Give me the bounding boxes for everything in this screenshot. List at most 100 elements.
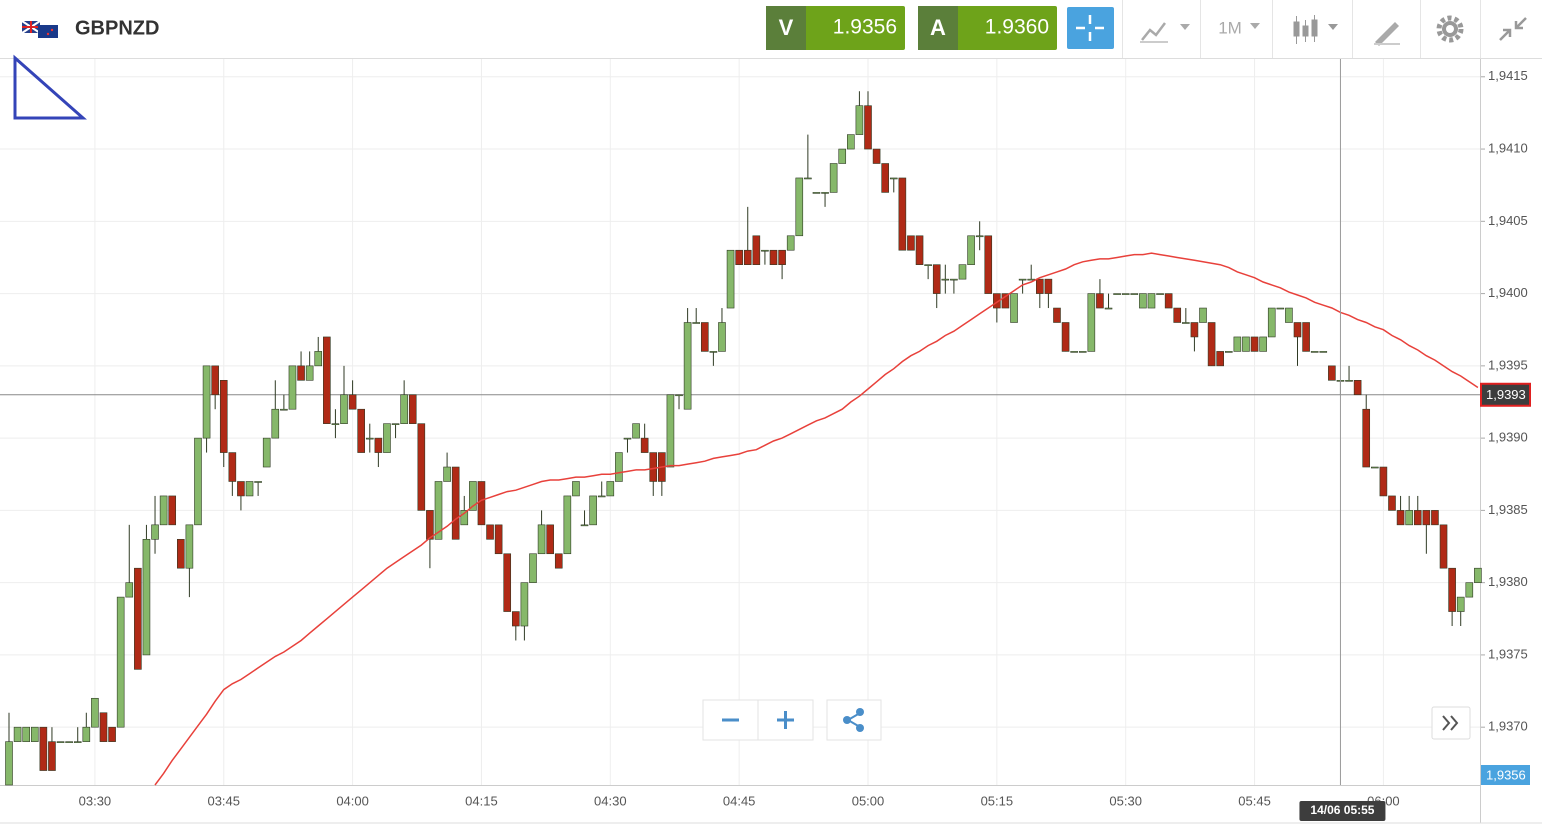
candle-body <box>443 466 451 482</box>
candle-body <box>666 394 675 468</box>
zoom-out-button[interactable] <box>702 699 759 741</box>
candle-body <box>683 322 692 410</box>
candle-body <box>563 495 572 555</box>
y-tick-label: 1,9380 <box>1488 574 1528 589</box>
candle-body <box>159 495 168 526</box>
buy-price: 1.9360 <box>985 16 1049 39</box>
last-price-label-bg <box>1481 765 1530 785</box>
candle-body <box>1328 365 1336 381</box>
timeframe-button[interactable]: 1M <box>1218 18 1260 37</box>
sell-price: 1.9356 <box>833 16 897 39</box>
sell-button[interactable]: V 1.9356 <box>766 6 905 50</box>
candle-body <box>958 264 967 280</box>
zoom-in-button[interactable] <box>757 699 814 741</box>
candle-body <box>520 582 529 627</box>
drawn-triangle[interactable] <box>13 54 87 120</box>
candle-body <box>1018 278 1027 281</box>
candle-body <box>1388 495 1396 511</box>
candle-body <box>383 423 391 453</box>
candle-body <box>700 322 709 352</box>
candle-body <box>280 408 288 411</box>
y-tick-label: 1,9405 <box>1488 213 1528 228</box>
candle-body <box>314 351 323 367</box>
candle-body <box>134 567 142 670</box>
candle-body <box>950 278 958 281</box>
candle-body <box>872 148 881 164</box>
x-tick-label: 04:00 <box>336 793 369 808</box>
candle-body <box>1121 293 1130 295</box>
candle-body <box>1242 336 1250 352</box>
candle-body <box>812 192 821 194</box>
draw-tool-button[interactable] <box>1374 22 1400 46</box>
candle-body <box>254 481 262 483</box>
settings-button[interactable] <box>1436 15 1464 43</box>
candle-body <box>855 105 864 135</box>
candle-body <box>1087 293 1096 352</box>
candle-body <box>1104 307 1113 310</box>
candle-body <box>65 741 73 743</box>
flag-icon <box>21 20 58 38</box>
candle-body <box>357 408 365 453</box>
candle-body <box>1096 293 1104 309</box>
candles-button[interactable] <box>1293 15 1338 44</box>
y-tick-label: 1,9385 <box>1488 502 1528 517</box>
candle-body <box>1405 510 1413 526</box>
candle-body <box>73 741 82 743</box>
moving-average-line <box>154 252 1479 786</box>
share-button[interactable] <box>826 699 882 741</box>
candle-body <box>262 437 271 468</box>
candle-body <box>786 235 795 251</box>
x-tick-label: 03:45 <box>207 793 240 808</box>
candle-body <box>297 365 305 381</box>
candle-body <box>323 336 331 424</box>
candle-body <box>1036 278 1044 294</box>
candle-body <box>649 452 658 482</box>
buy-button[interactable]: A 1.9360 <box>918 6 1057 50</box>
candle-body <box>185 524 194 569</box>
price-line-label-bg <box>1480 382 1531 407</box>
candle-body <box>348 394 357 410</box>
y-tick-label: 1,9375 <box>1488 646 1528 661</box>
candle-body <box>1371 466 1379 469</box>
candle-body <box>1439 524 1448 569</box>
candle-body <box>1113 293 1121 295</box>
candle-body <box>1474 567 1482 583</box>
candle-body <box>219 380 228 453</box>
candle-body <box>1182 322 1190 324</box>
candle-body <box>709 351 718 353</box>
candle-body <box>1078 351 1087 353</box>
candle-body <box>589 495 597 526</box>
candle-body <box>1001 293 1010 309</box>
candle-body <box>288 365 297 410</box>
candle-body <box>718 322 726 352</box>
chart-type-button[interactable] <box>1140 22 1190 43</box>
candle-body <box>632 423 640 439</box>
candle-body <box>116 596 125 728</box>
candle-body <box>400 394 408 424</box>
candle-body <box>426 510 434 540</box>
scroll-right-button[interactable] <box>1431 706 1471 740</box>
symbol: GBPNZD <box>75 17 159 39</box>
candle-body <box>168 495 177 526</box>
y-tick-label: 1,9400 <box>1488 285 1528 300</box>
candle-body <box>374 437 383 453</box>
last-price-label: 1,9356 <box>1486 767 1526 782</box>
candle-body <box>1173 307 1182 323</box>
candle-body <box>1396 510 1405 526</box>
candle-body <box>486 524 494 540</box>
candle-body <box>1199 307 1207 323</box>
candle-body <box>494 524 503 555</box>
candle-body <box>821 192 829 194</box>
collapse-button[interactable] <box>1499 17 1527 41</box>
candle-body <box>82 726 91 742</box>
x-tick-label: 05:30 <box>1109 793 1142 808</box>
candle-body <box>804 177 812 180</box>
candle-body <box>56 741 65 743</box>
candle-body <box>572 481 580 497</box>
candle-body <box>434 481 443 540</box>
crosshair-button[interactable] <box>1067 7 1114 49</box>
candle-body <box>769 249 778 265</box>
candle-body <box>726 249 735 309</box>
candle-body <box>451 466 460 540</box>
